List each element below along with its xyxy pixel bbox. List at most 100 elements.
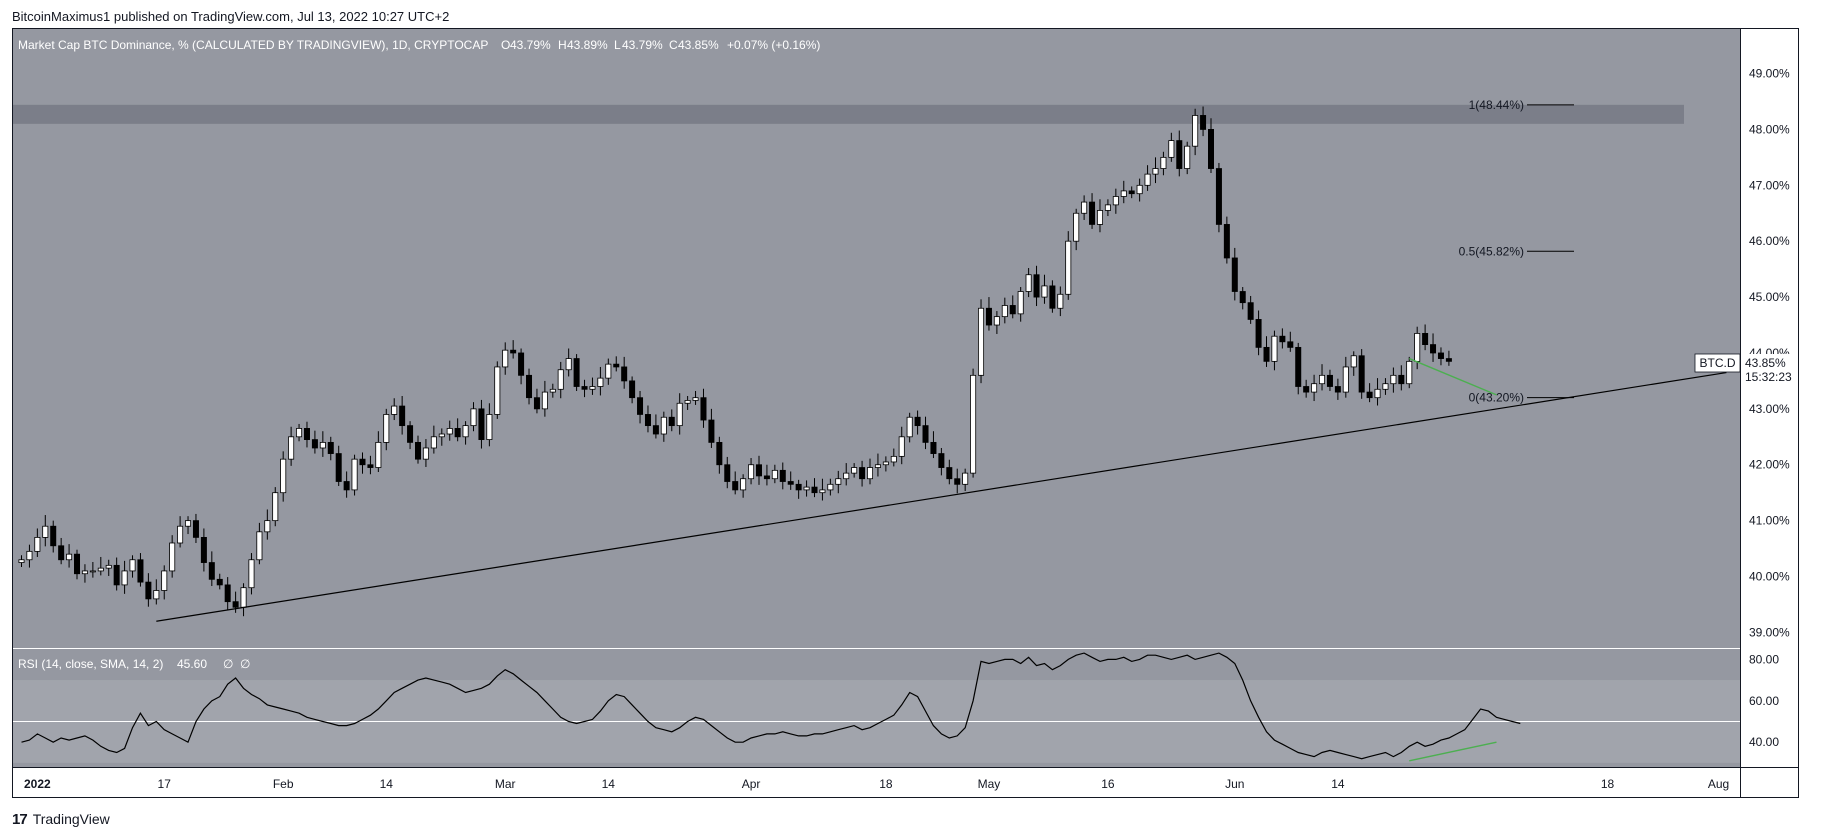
candle-body-down: [526, 374, 533, 399]
rsi-axis[interactable]: 40.00 60.00 80.00: [1749, 652, 1779, 749]
candle-body-up: [1184, 145, 1191, 169]
candle-body-up: [970, 374, 977, 474]
candle: [1215, 162, 1222, 233]
candle: [867, 458, 874, 485]
candle-body-down: [811, 486, 818, 494]
price-axis-tick: 40.00%: [1749, 570, 1790, 584]
rsi-axis-tick: 60.00: [1749, 694, 1779, 708]
candle-body-up: [1382, 383, 1389, 390]
candle: [1152, 157, 1159, 184]
candle: [192, 513, 199, 543]
time-axis-tick: 18: [879, 777, 893, 791]
candle: [1089, 193, 1096, 229]
candle: [1160, 151, 1167, 176]
time-axis-tick: Aug: [1708, 777, 1729, 791]
candle-body-down: [74, 553, 81, 575]
candle-body-down: [1334, 386, 1341, 393]
candle-body-up: [1041, 285, 1048, 298]
candle-body-down: [1295, 346, 1302, 387]
candle: [573, 354, 580, 391]
candle: [288, 426, 295, 466]
candle: [637, 390, 644, 424]
candle-body-down: [1089, 201, 1096, 225]
candle: [169, 535, 176, 578]
candle: [478, 399, 485, 449]
candle: [629, 376, 636, 404]
candle-body-up: [978, 307, 985, 376]
candle-body-up: [66, 553, 73, 561]
candle-body-up: [597, 377, 604, 387]
candle: [843, 463, 850, 486]
candle: [1200, 106, 1207, 137]
candle-body-down: [200, 537, 207, 563]
candle: [264, 509, 271, 540]
candle-body-up: [446, 428, 453, 435]
candle-body-down: [859, 467, 866, 480]
candle: [303, 421, 310, 448]
candle: [399, 396, 406, 435]
candle: [1382, 378, 1389, 395]
candle-body-up: [34, 537, 41, 552]
price-axis[interactable]: 39.00%40.00%41.00%42.00%43.00%44.00%45.0…: [1749, 67, 1790, 640]
candle-body-down: [644, 414, 651, 427]
candle-body-down: [192, 520, 199, 538]
candle-body-down: [533, 397, 540, 410]
candle: [898, 426, 905, 465]
price-axis-tick: 46.00%: [1749, 234, 1790, 248]
candle-body-down: [1430, 344, 1437, 354]
candle-body-down: [478, 408, 485, 440]
candle-body-up: [121, 570, 128, 586]
time-axis-tick: 18: [1601, 777, 1615, 791]
candle-body-down: [985, 307, 992, 326]
candles: [18, 106, 1452, 617]
candle: [1255, 310, 1262, 356]
candle: [1437, 347, 1444, 366]
time-axis-tick: 17: [158, 777, 172, 791]
rsi-divergence-line: [1409, 741, 1497, 762]
legend-title: Market Cap BTC Dominance, % (CALCULATED …: [18, 38, 488, 52]
candle: [335, 445, 342, 486]
candle-body-up: [1319, 374, 1326, 385]
candle-body-down: [359, 458, 366, 466]
tradingview-wordmark: TradingView: [32, 811, 110, 827]
candle-body-up: [26, 550, 33, 561]
candle-body-up: [962, 472, 969, 485]
candle-body-up: [494, 366, 501, 415]
chart-svg[interactable]: 1(48.44%) 0.5(45.82%) 0(43.20%) Market Cap…: [12, 28, 1824, 798]
candle: [1247, 295, 1254, 324]
ohlc-change: +0.07% (+0.16%): [727, 38, 820, 52]
candle: [414, 435, 421, 464]
candle: [1430, 333, 1437, 362]
rsi-line: [21, 652, 1521, 760]
candle-body-up: [177, 525, 184, 544]
candle: [755, 455, 762, 485]
candle-body-up: [1350, 355, 1357, 368]
candle: [407, 421, 414, 450]
time-axis[interactable]: 202217Feb14Mar14Apr18May16Jun1418Aug15: [24, 777, 1824, 791]
candle-body-up: [18, 559, 25, 563]
candle: [1445, 350, 1452, 366]
rsi-value: 45.60: [177, 657, 207, 671]
candle-body-down: [668, 416, 675, 427]
candle: [533, 388, 540, 414]
candle-body-down: [1279, 335, 1286, 343]
candle: [1168, 132, 1175, 162]
candle-body-down: [399, 405, 406, 427]
price-tag-symbol: BTC.D: [1700, 356, 1736, 370]
support-trendline[interactable]: [156, 371, 1727, 622]
candle-body-down: [335, 453, 342, 482]
candle: [383, 408, 390, 451]
candle: [938, 447, 945, 476]
candle-body-down: [1049, 285, 1056, 309]
candle-body-up: [1136, 184, 1143, 195]
candle-body-up: [153, 590, 160, 600]
candle-body-down: [454, 428, 461, 438]
candle-body-up: [692, 397, 699, 401]
candle-body-up: [470, 408, 477, 427]
candle-body-up: [1073, 212, 1080, 242]
ohlc-open-label: O: [501, 38, 510, 52]
candle: [700, 388, 707, 428]
price-axis-tick: 42.00%: [1749, 458, 1790, 472]
candle-body-up: [882, 461, 889, 466]
chart-frame[interactable]: 1(48.44%) 0.5(45.82%) 0(43.20%) Market Cap…: [12, 28, 1824, 798]
